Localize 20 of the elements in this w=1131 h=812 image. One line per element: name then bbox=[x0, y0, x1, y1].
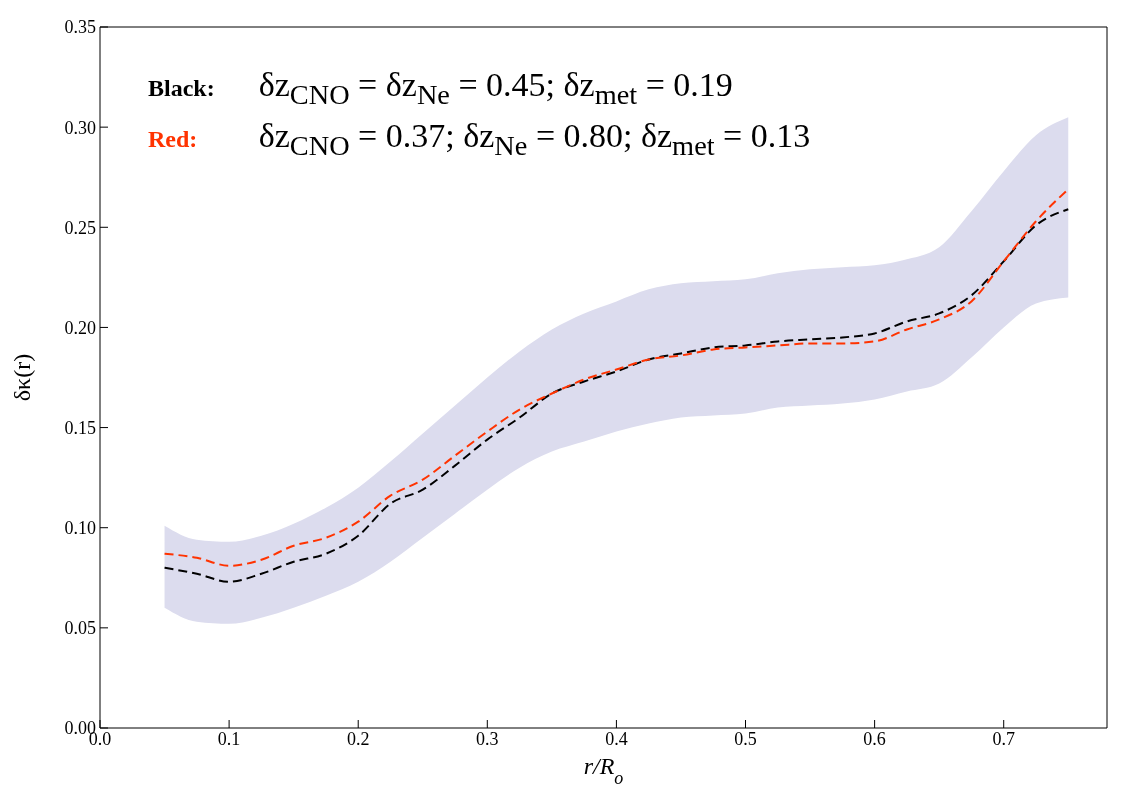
x-tick-label: 0.1 bbox=[217, 728, 241, 749]
annotation: δz$_{CNO}$ = 0.37; δz$_{Ne}$ = 0.80; δz$_{met}$ = 0.13 bbox=[258, 116, 811, 162]
y-tick-label: 0.30 bbox=[64, 117, 96, 138]
x-tick-label: 0.3 bbox=[476, 728, 499, 749]
y-tick-label: 0.15 bbox=[64, 417, 96, 438]
y-tick-label: 0.35 bbox=[64, 17, 96, 38]
y-tick-label: 0.25 bbox=[64, 217, 96, 238]
y-axis-title: δκ(r) bbox=[9, 353, 35, 402]
x-tick-label: 0.5 bbox=[734, 728, 757, 749]
y-tick-label: 0.20 bbox=[64, 317, 96, 338]
text: Red: bbox=[148, 125, 199, 153]
x-tick-label: 0.4 bbox=[605, 728, 628, 749]
x-tick-label: 0.2 bbox=[346, 728, 370, 749]
y-tick-label: 0.05 bbox=[64, 618, 96, 639]
text: Black: bbox=[148, 75, 215, 102]
x-axis-title: r/R$_{o}$ bbox=[583, 753, 624, 788]
y-tick-label: 0.10 bbox=[64, 518, 96, 539]
x-tick-label: 0.7 bbox=[992, 728, 1015, 749]
x-tick-label: 0.6 bbox=[863, 728, 886, 749]
annotation: δz$_{CNO}$ = δz$_{Ne}$ = 0.45; δz$_{met}$ = 0.19 bbox=[258, 66, 734, 111]
